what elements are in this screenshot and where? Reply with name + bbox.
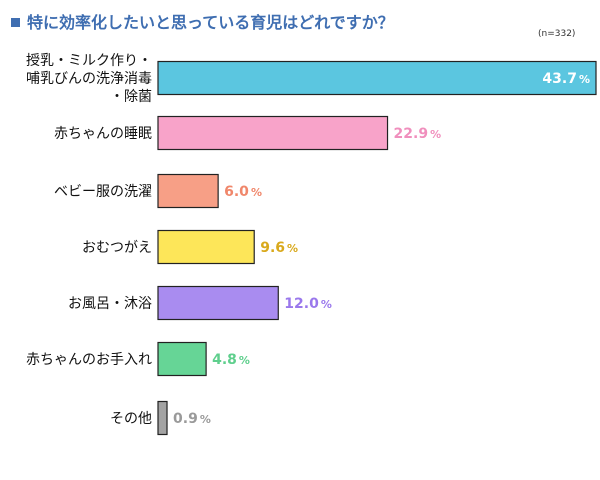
value-label: 12.0% <box>284 296 332 312</box>
bar <box>157 173 219 209</box>
category-label: 哺乳びんの洗浄消毒 <box>26 71 152 87</box>
title-marker <box>11 18 20 27</box>
value-label: 43.7% <box>542 71 590 87</box>
category-label: おむつがえ <box>82 240 152 256</box>
value-label: 9.6% <box>260 240 298 256</box>
bar <box>157 341 207 377</box>
value-label: 4.8% <box>212 352 250 368</box>
category-label: 赤ちゃんのお手入れ <box>26 352 152 368</box>
category-label: ・除菌 <box>110 89 152 105</box>
value-label: 6.0% <box>224 184 262 200</box>
category-label: ベビー服の洗濯 <box>54 184 152 200</box>
category-label: その他 <box>110 411 152 427</box>
sample-size: (n=332) <box>538 29 575 39</box>
category-label: 授乳・ミルク作り・ <box>26 53 152 69</box>
bar <box>157 285 279 321</box>
bar <box>157 229 255 265</box>
bars-group: 授乳・ミルク作り・哺乳びんの洗浄消毒・除菌 43.7 % 赤ちゃんの睡眠 22.9 % ベビ… <box>26 53 597 436</box>
value-label: 22.9% <box>394 126 442 142</box>
category-label: お風呂・沐浴 <box>68 296 152 312</box>
bar <box>157 115 389 151</box>
value-label: 0.9% <box>173 411 211 427</box>
bar <box>157 400 168 436</box>
chart-title: 特に効率化したいと思っている育児はどれですか？ <box>27 13 394 32</box>
bar <box>157 60 597 96</box>
category-label: 赤ちゃんの睡眠 <box>54 126 152 142</box>
